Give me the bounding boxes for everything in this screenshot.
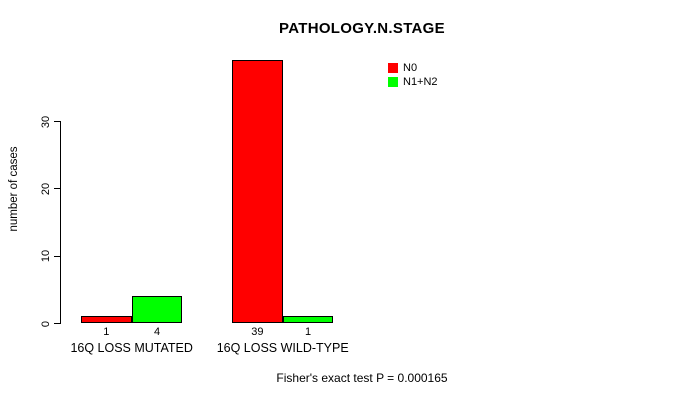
category-label: 16Q LOSS MUTATED: [70, 341, 193, 355]
y-axis-tick-label: 30: [40, 115, 52, 128]
legend-label: N1+N2: [403, 76, 438, 88]
y-axis-tick: [54, 121, 60, 122]
stat-annotation: Fisher's exact test P = 0.000165: [276, 371, 448, 385]
bar-n0-group2: [232, 60, 283, 323]
chart-title: PATHOLOGY.N.STAGE: [279, 20, 445, 37]
legend-swatch-n1-n2: [388, 77, 398, 87]
bar-value-label: 1: [103, 326, 110, 338]
y-axis-tick-label: 20: [40, 182, 52, 195]
legend-label: N0: [403, 62, 418, 74]
legend-row: N1+N2: [388, 75, 438, 89]
y-axis-tick: [54, 255, 60, 257]
legend-row: N0: [388, 61, 438, 75]
y-axis-label: number of cases: [8, 146, 20, 232]
y-axis-tick: [54, 323, 60, 324]
bar-value-label: 4: [153, 326, 161, 338]
bar-n0-group1: [81, 316, 132, 323]
bar-value-label: 39: [251, 326, 264, 338]
bar-n1-n2-group2: [282, 316, 334, 323]
bar-value-label: 1: [304, 326, 312, 338]
category-label: 16Q LOSS WILD-TYPE: [216, 341, 349, 355]
y-axis-tick: [54, 188, 60, 190]
legend: N0 N1+N2: [388, 61, 438, 89]
y-axis-line: [60, 121, 61, 324]
legend-swatch-n0: [388, 63, 398, 73]
bar-n1-n2-group1: [131, 296, 183, 323]
y-axis-tick-label: 0: [40, 320, 52, 327]
y-axis-tick-label: 10: [40, 250, 52, 263]
